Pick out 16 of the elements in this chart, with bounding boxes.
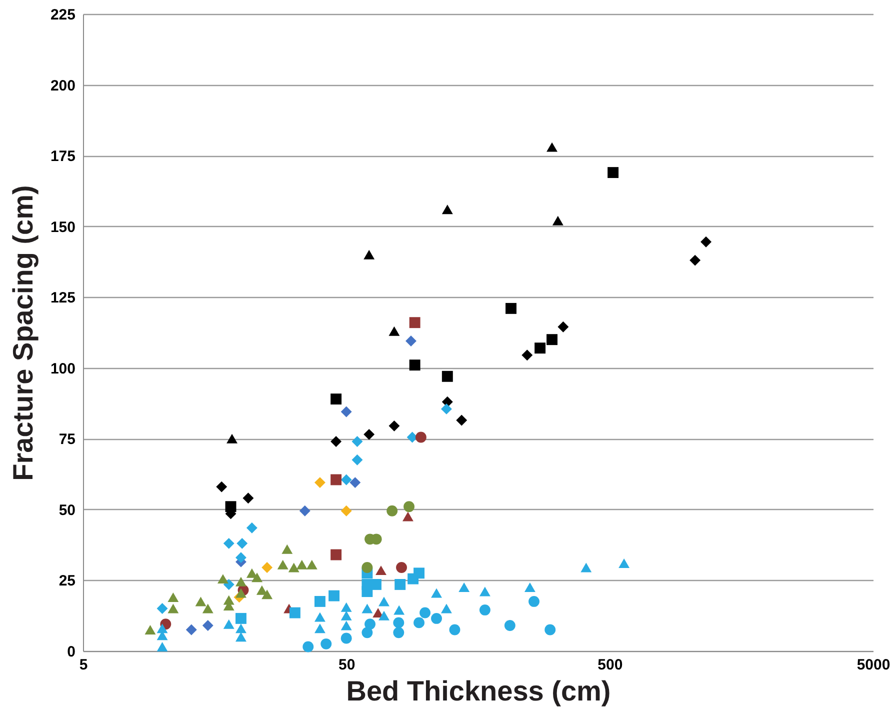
y-tick-label: 125 — [50, 290, 76, 307]
x-tick-label: 5 — [79, 656, 88, 674]
y-tick-label: 200 — [50, 77, 76, 94]
x-axis-title: Bed Thickness (cm) — [346, 676, 611, 706]
y-axis-title: Fracture Spacing (cm) — [7, 185, 38, 481]
y-tick-label: 100 — [50, 360, 76, 378]
x-tick-label: 50 — [338, 656, 356, 674]
y-tick-label: 175 — [50, 148, 76, 166]
y-tick-label: 150 — [50, 218, 76, 236]
y-tick-label: 0 — [67, 644, 76, 660]
y-tick-label: 75 — [58, 431, 76, 448]
y-tick-label: 50 — [58, 502, 76, 519]
x-tick-label: 500 — [598, 656, 623, 674]
y-tick-label: 225 — [50, 6, 76, 24]
y-tick-label: 25 — [58, 572, 76, 590]
x-tick-label: 5000 — [856, 656, 890, 674]
